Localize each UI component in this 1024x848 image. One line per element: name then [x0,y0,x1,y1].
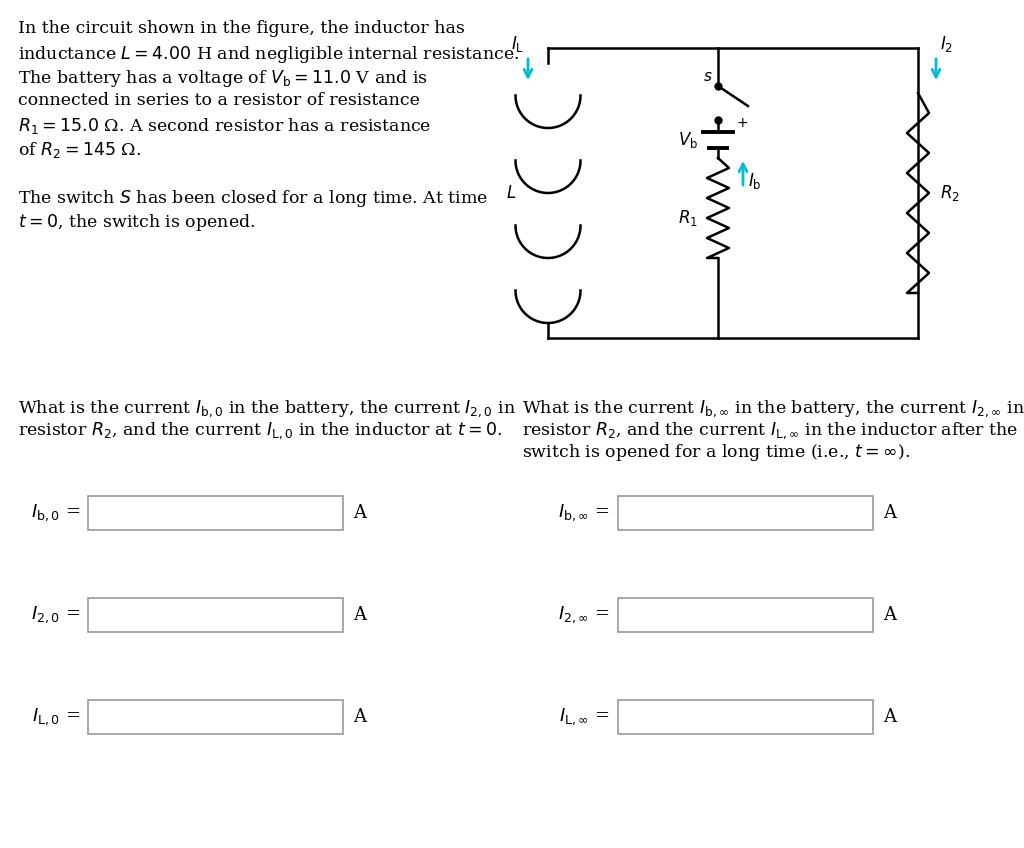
Text: $L$: $L$ [506,185,516,202]
Text: $+$: $+$ [736,116,749,130]
Text: resistor $R_2$, and the current $I_{\mathrm{L,0}}$ in the inductor at $t = 0$.: resistor $R_2$, and the current $I_{\mat… [18,420,503,441]
FancyBboxPatch shape [618,598,873,632]
Text: $I_{\mathrm{2,0}}$ =: $I_{\mathrm{2,0}}$ = [31,605,80,625]
Text: The battery has a voltage of $V_\mathrm{b} = 11.0$ V and is: The battery has a voltage of $V_\mathrm{… [18,68,428,89]
Text: $R_2$: $R_2$ [940,183,959,203]
FancyBboxPatch shape [88,598,343,632]
FancyBboxPatch shape [618,700,873,734]
Text: A: A [883,708,896,726]
Text: $I_{\mathrm{b,0}}$ =: $I_{\mathrm{b,0}}$ = [31,503,80,523]
Text: $V_\mathrm{b}$: $V_\mathrm{b}$ [678,130,698,150]
Text: $I_{\mathrm{b,\infty}}$ =: $I_{\mathrm{b,\infty}}$ = [558,503,610,523]
Text: A: A [883,504,896,522]
Text: $s$: $s$ [703,70,713,84]
Text: A: A [353,504,366,522]
Text: $R_1$: $R_1$ [678,208,698,228]
Text: $I_\mathrm{L}$: $I_\mathrm{L}$ [511,34,524,54]
Text: The switch $S$ has been closed for a long time. At time: The switch $S$ has been closed for a lon… [18,188,488,209]
Text: $t = 0$, the switch is opened.: $t = 0$, the switch is opened. [18,212,255,233]
Text: $I_{\mathrm{L,\infty}}$ =: $I_{\mathrm{L,\infty}}$ = [559,706,610,728]
Text: of $R_2 = 145$ Ω.: of $R_2 = 145$ Ω. [18,140,141,160]
Text: inductance $L = 4.00$ H and negligible internal resistance.: inductance $L = 4.00$ H and negligible i… [18,44,519,65]
Text: $I_{\mathrm{2,\infty}}$ =: $I_{\mathrm{2,\infty}}$ = [558,605,610,625]
Text: $I_{\mathrm{L,0}}$ =: $I_{\mathrm{L,0}}$ = [32,706,80,728]
FancyBboxPatch shape [88,700,343,734]
Text: In the circuit shown in the figure, the inductor has: In the circuit shown in the figure, the … [18,20,465,37]
Text: A: A [353,606,366,624]
Text: A: A [353,708,366,726]
Text: $R_1 = 15.0$ Ω. A second resistor has a resistance: $R_1 = 15.0$ Ω. A second resistor has a … [18,116,431,136]
Text: connected in series to a resistor of resistance: connected in series to a resistor of res… [18,92,420,109]
Text: $I_2$: $I_2$ [940,34,953,54]
Text: What is the current $I_{\mathrm{b,\infty}}$ in the battery, the current $I_{\mat: What is the current $I_{\mathrm{b,\infty… [522,398,1024,419]
FancyBboxPatch shape [618,496,873,530]
Text: A: A [883,606,896,624]
Text: $I_\mathrm{b}$: $I_\mathrm{b}$ [748,171,762,191]
Text: resistor $R_2$, and the current $I_{\mathrm{L,\infty}}$ in the inductor after th: resistor $R_2$, and the current $I_{\mat… [522,420,1018,441]
Text: What is the current $I_{\mathrm{b,0}}$ in the battery, the current $I_{\mathrm{2: What is the current $I_{\mathrm{b,0}}$ i… [18,398,516,419]
Text: switch is opened for a long time (i.e., $t = \infty$).: switch is opened for a long time (i.e., … [522,442,910,463]
FancyBboxPatch shape [88,496,343,530]
